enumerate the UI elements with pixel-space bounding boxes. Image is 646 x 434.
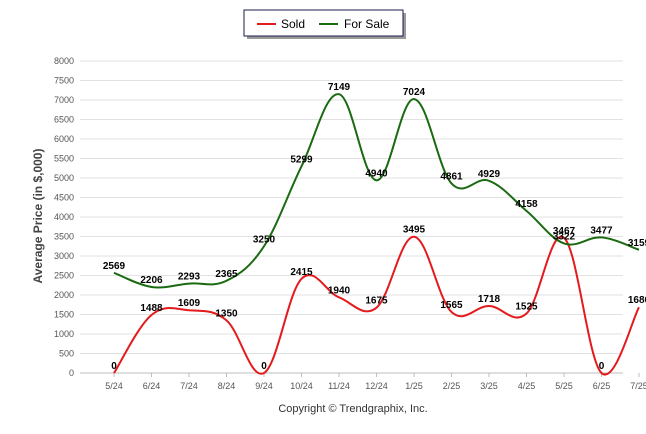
x-tick-label: 6/25 [593,381,611,391]
x-tick-label: 2/25 [443,381,461,391]
x-tick-label: 8/24 [218,381,236,391]
x-tick-label: 4/25 [518,381,536,391]
x-tick-label: 10/24 [290,381,313,391]
x-tick-label: 1/25 [405,381,423,391]
y-tick-label: 3500 [54,232,74,242]
x-tick-label: 7/24 [180,381,198,391]
y-tick-label: 0 [69,368,74,378]
data-label: 1675 [365,296,388,307]
data-label: 2206 [140,275,163,286]
y-tick-label: 4000 [54,212,74,222]
data-label: 1488 [140,303,163,314]
series-line-for-sale [113,93,640,289]
data-label: 5299 [290,154,313,165]
y-tick-label: 7000 [54,95,74,105]
y-axis-label: Average Price (in $,000) [31,149,45,284]
y-tick-label: 3000 [54,251,74,261]
data-label: 0 [111,361,117,372]
data-labels: 0 1488 1609 1350 0 2415 1940 1675 3495 1565 1718 15… [103,82,646,372]
data-label: 3495 [403,225,426,236]
data-label: 1718 [478,294,501,305]
data-label: 1525 [515,302,538,313]
data-label: 7149 [328,82,351,93]
data-label: 4940 [365,168,388,179]
x-tick-label: 5/24 [105,381,123,391]
y-tick-label: 1000 [54,329,74,339]
y-tick-label: 500 [59,349,74,359]
data-label: 3467 [553,226,576,237]
y-axis-ticks: 0 500 1000 1500 2000 2500 3000 3500 4000 4500 5000… [54,56,74,378]
y-tick-label: 4500 [54,193,74,203]
data-label: 2569 [103,261,126,272]
x-axis-ticks: 5/24 6/24 7/24 8/24 9/24 10/24 11/24 12/24 1/25 2… [105,373,646,391]
legend: Sold For Sale [243,9,406,39]
data-label: 4861 [440,171,463,182]
x-tick-label: 5/25 [555,381,573,391]
grid-lines [80,60,623,374]
x-tick-label: 11/24 [328,381,350,391]
y-tick-label: 5500 [54,154,74,164]
x-tick-label: 6/24 [143,381,161,391]
legend-label-for-sale: For Sale [344,17,390,31]
data-label: 4929 [478,169,501,180]
data-label: 1686 [628,295,646,306]
y-tick-label: 2500 [54,271,74,281]
copyright-footer: Copyright © Trendgraphix, Inc. [278,403,427,415]
data-label: 0 [599,361,605,372]
y-tick-label: 8000 [54,56,74,66]
data-label: 3159 [628,238,646,249]
legend-label-sold: Sold [281,17,305,31]
data-label: 2365 [215,269,238,280]
x-tick-label: 9/24 [255,381,273,391]
y-tick-label: 2000 [54,290,74,300]
y-tick-label: 1500 [54,310,74,320]
data-label: 1940 [328,285,351,296]
data-label: 3250 [253,234,276,245]
y-tick-label: 6500 [54,115,74,125]
data-label: 1609 [178,298,201,309]
data-label: 2415 [290,267,313,278]
data-label: 1565 [440,300,463,311]
x-tick-label: 3/25 [480,381,498,391]
data-label: 3322 [553,231,576,242]
x-tick-label: 12/24 [365,381,388,391]
data-label: 4158 [515,199,538,210]
y-tick-label: 7500 [54,76,74,86]
data-label: 1350 [215,308,238,319]
series-line-sold [113,235,640,376]
data-label: 2293 [178,272,201,283]
data-label: 0 [261,361,267,372]
y-tick-label: 6000 [54,134,74,144]
series-lines [113,93,640,376]
data-label: 7024 [403,87,426,98]
x-tick-label: 7/25 [630,381,646,391]
data-label: 3477 [590,225,613,236]
y-tick-label: 5000 [54,173,74,183]
